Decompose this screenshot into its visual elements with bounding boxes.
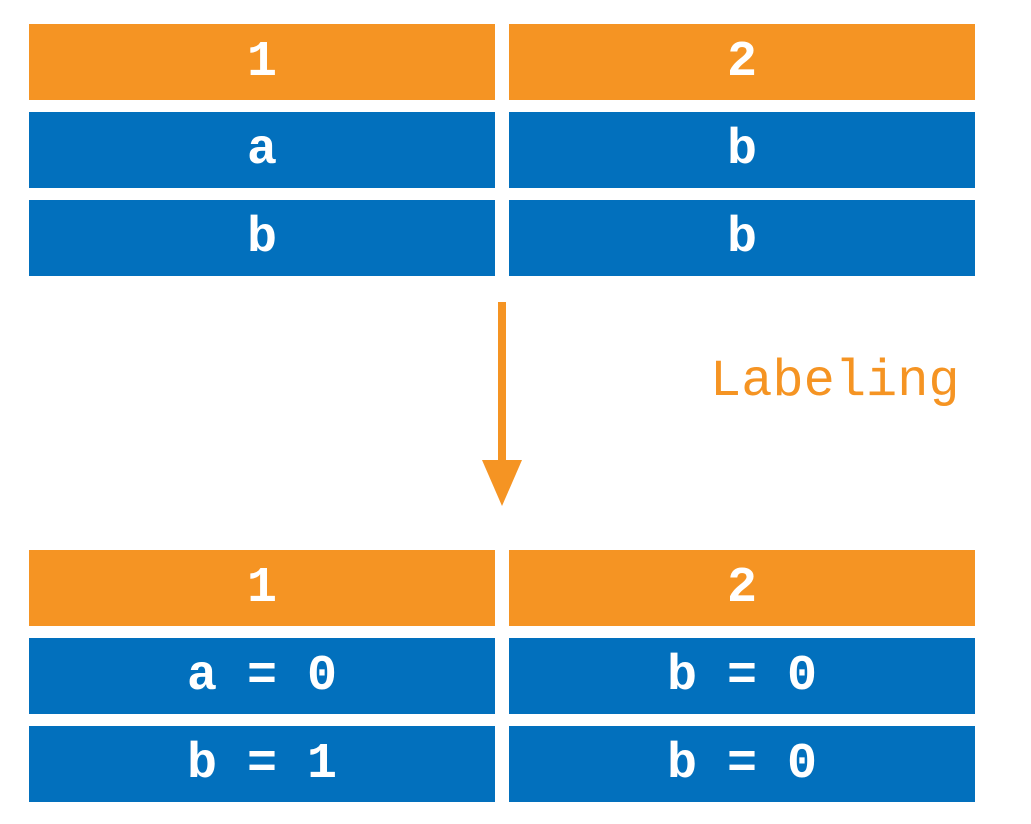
input-cell-r1-c2: b [509,112,975,188]
input-header-1: 1 [29,24,495,100]
input-header-2: 2 [509,24,975,100]
labeled-cell-r1-c2: b = 0 [509,638,975,714]
labeling-caption: Labeling [710,352,960,411]
labeled-header-1: 1 [29,550,495,626]
input-cell-r2-c1: b [29,200,495,276]
arrow-shaft [498,302,506,466]
input-table: 1 2 a b b b [29,24,975,276]
down-arrow-icon [482,302,522,506]
labeled-cell-r2-c1: b = 1 [29,726,495,802]
labeled-cell-r1-c1: a = 0 [29,638,495,714]
input-cell-r1-c1: a [29,112,495,188]
arrow-head [482,460,522,506]
input-cell-r2-c2: b [509,200,975,276]
labeled-table: 1 2 a = 0 b = 0 b = 1 b = 0 [29,550,975,802]
labeled-cell-r2-c2: b = 0 [509,726,975,802]
labeled-header-2: 2 [509,550,975,626]
